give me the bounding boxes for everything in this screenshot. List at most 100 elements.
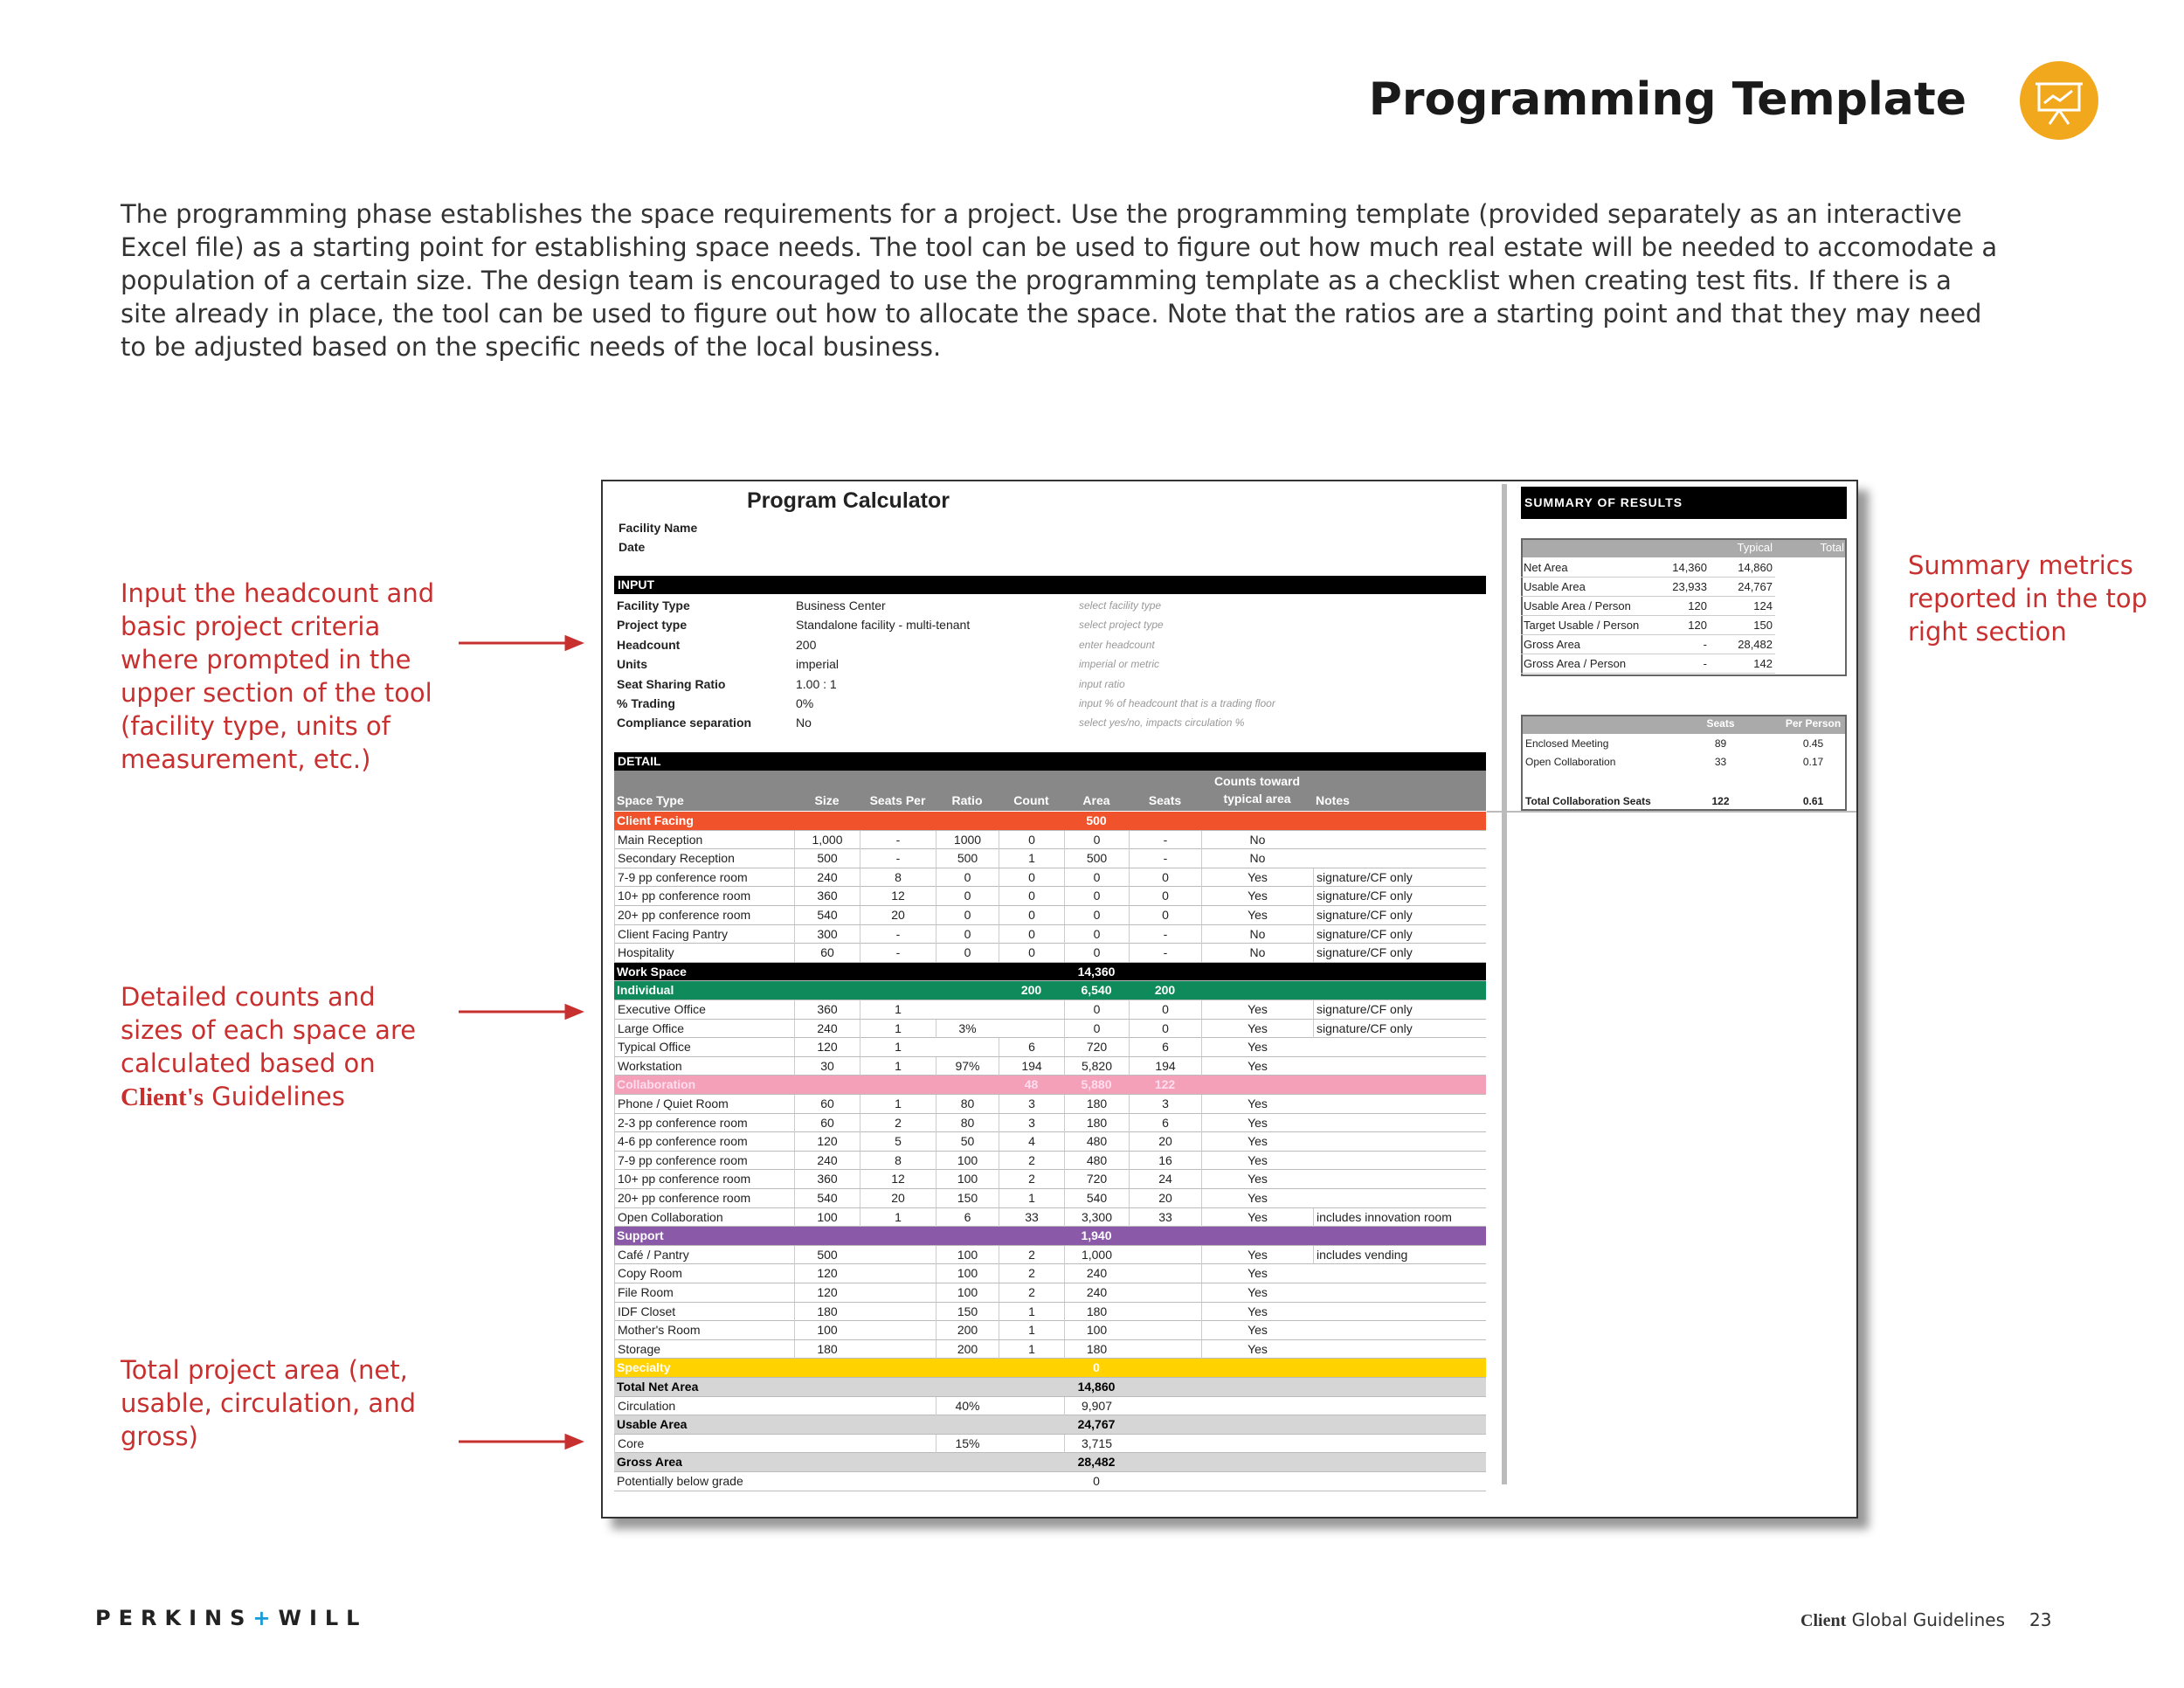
table-cell: Yes xyxy=(1201,1302,1313,1321)
table-cell: Yes xyxy=(1201,1189,1313,1207)
table-cell: 20 xyxy=(1129,1132,1201,1152)
table-cell: Potentially below grade xyxy=(617,1474,743,1488)
table-cell: 500 xyxy=(1064,849,1129,868)
table-cell: 100 xyxy=(936,1151,999,1170)
input-label: Project type xyxy=(617,618,688,633)
seat-cell: 0.61 xyxy=(1802,795,1824,807)
input-hint: select yes/no, impacts circulation % xyxy=(1079,716,1245,730)
table-cell: Gross Area xyxy=(617,1455,682,1470)
table-row xyxy=(614,849,1486,868)
table-row xyxy=(614,1000,1486,1020)
table-cell: 180 xyxy=(1064,1095,1129,1113)
table-cell: Hospitality xyxy=(614,944,794,963)
table-cell: 4 xyxy=(999,1132,1064,1152)
table-row xyxy=(614,1434,1486,1454)
table-cell: 0 xyxy=(1064,944,1129,963)
table-cell: 15% xyxy=(936,1434,999,1453)
table-cell: 5,880 xyxy=(1081,1077,1112,1092)
table-cell: Phone / Quiet Room xyxy=(614,1095,794,1113)
table-cell: Yes xyxy=(1201,1339,1313,1359)
table-cell: 0 xyxy=(1064,906,1129,924)
callout-text: Guidelines xyxy=(211,1082,345,1111)
input-hint: select facility type xyxy=(1079,599,1162,612)
table-cell: 100 xyxy=(936,1264,999,1283)
table-cell: 20+ pp conference room xyxy=(614,1189,794,1207)
table-cell: 240 xyxy=(1064,1264,1129,1283)
table-cell: 540 xyxy=(794,1189,860,1207)
table-cell: 20 xyxy=(860,906,936,924)
table-cell: 540 xyxy=(1064,1189,1129,1207)
table-cell: signature/CF only xyxy=(1313,868,1486,887)
logo-text: WILL xyxy=(278,1606,368,1630)
table-row xyxy=(614,1302,1486,1322)
table-cell: 1 xyxy=(999,849,1064,868)
table-cell: signature/CF only xyxy=(1313,1019,1486,1038)
summary-cell: 24,767 xyxy=(1710,578,1775,597)
table-row xyxy=(614,1170,1486,1189)
table-cell: signature/CF only xyxy=(1313,944,1486,963)
summary-cell: 23,933 xyxy=(1644,578,1710,597)
section-bar: INPUT xyxy=(614,576,1486,594)
table-cell: Large Office xyxy=(614,1019,794,1038)
table-cell: Specialty xyxy=(617,1360,671,1375)
logo: PERKINS+WILL xyxy=(95,1606,367,1630)
callout-brand: Client's xyxy=(121,1083,204,1111)
table-cell: 3 xyxy=(999,1095,1064,1113)
table-cell: 12 xyxy=(860,1170,936,1189)
table-cell: 194 xyxy=(999,1056,1064,1076)
table-cell: 360 xyxy=(794,887,860,906)
table-cell: 0 xyxy=(999,924,1064,944)
table-cell: Workstation xyxy=(614,1056,794,1076)
divider xyxy=(1487,811,1856,813)
table-cell: 480 xyxy=(1064,1132,1129,1152)
table-cell: signature/CF only xyxy=(1313,924,1486,944)
table-cell: 100 xyxy=(936,1283,999,1302)
table-cell: signature/CF only xyxy=(1313,1000,1486,1019)
summary-head xyxy=(1523,540,1845,557)
summary-cell: Usable Area xyxy=(1521,578,1713,597)
input-hint: imperial or metric xyxy=(1079,658,1160,671)
table-cell: Support xyxy=(617,1228,664,1243)
table-cell: Collaboration xyxy=(617,1077,696,1092)
table-cell: 100 xyxy=(936,1170,999,1189)
table-cell: Café / Pantry xyxy=(614,1245,794,1264)
table-row xyxy=(614,924,1486,944)
input-value: 200 xyxy=(796,637,817,652)
table-cell: - xyxy=(860,849,936,868)
table-cell: 5 xyxy=(860,1132,936,1152)
table-row xyxy=(614,1396,1486,1416)
table-cell: 0 xyxy=(1064,1000,1129,1019)
table-cell: No xyxy=(1201,830,1313,849)
page-number: 23 xyxy=(2029,1609,2052,1630)
intro-text: The programming phase establishes the sp… xyxy=(121,199,1998,362)
table-cell: 120 xyxy=(794,1038,860,1057)
input-hint: input % of headcount that is a trading f… xyxy=(1079,697,1275,709)
table-cell: 1,000 xyxy=(1064,1245,1129,1264)
table-cell: Open Collaboration xyxy=(614,1207,794,1227)
table-row xyxy=(614,1339,1486,1359)
column-header: Count xyxy=(1013,793,1049,807)
summary-cell: 120 xyxy=(1644,597,1710,616)
table-cell: 0 xyxy=(999,830,1064,849)
input-value: imperial xyxy=(796,657,840,672)
table-row xyxy=(614,1095,1486,1114)
table-row xyxy=(614,887,1486,906)
table-cell: 5,820 xyxy=(1064,1056,1129,1076)
callout: Input the headcount and basic project cr… xyxy=(121,578,435,774)
table-row xyxy=(614,1207,1486,1228)
table-cell: 6,540 xyxy=(1081,983,1112,998)
table-cell: File Room xyxy=(614,1283,794,1302)
table-row xyxy=(614,1038,1486,1057)
summary-cell: - xyxy=(1644,635,1710,654)
summary-column: Total xyxy=(1820,541,1844,554)
table-row xyxy=(614,1132,1486,1152)
column-header: Seats Per xyxy=(869,793,926,807)
table-cell: 10+ pp conference room xyxy=(614,1170,794,1189)
footer-brand: Client xyxy=(1800,1611,1847,1630)
table-cell: 200 xyxy=(936,1339,999,1359)
header-row xyxy=(614,771,1486,811)
table-cell: 100 xyxy=(794,1207,860,1227)
seat-table xyxy=(1521,715,1847,811)
table-cell: 100 xyxy=(936,1245,999,1264)
table-cell: signature/CF only xyxy=(1313,887,1486,906)
